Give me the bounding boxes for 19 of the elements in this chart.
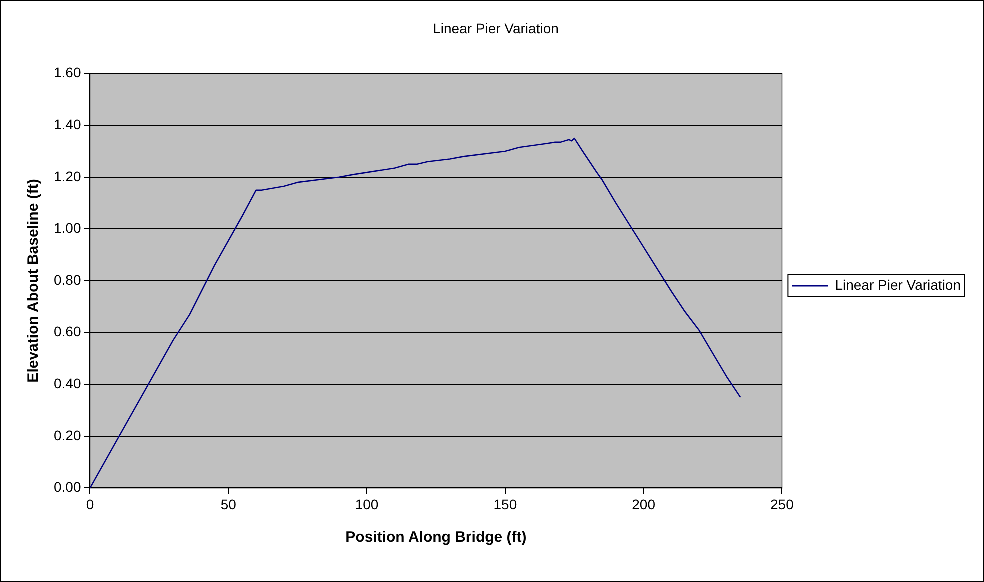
y-tick-label: 0.80 — [54, 272, 82, 288]
y-axis-title: Elevation About Baseline (ft) — [25, 179, 42, 383]
y-tick-label: 1.40 — [54, 116, 82, 132]
chart-title: Linear Pier Variation — [433, 20, 559, 36]
x-tick-label: 200 — [632, 496, 656, 512]
y-tick-label: 0.60 — [54, 324, 82, 340]
y-tick-label: 1.00 — [54, 220, 82, 236]
x-tick-label: 0 — [86, 496, 94, 512]
x-tick-label: 50 — [220, 496, 237, 512]
y-tick-label: 0.00 — [54, 479, 82, 496]
y-tick-label: 0.20 — [54, 427, 82, 444]
x-axis-title: Position Along Bridge (ft) — [346, 529, 527, 546]
y-tick-label: 1.20 — [54, 168, 82, 184]
x-tick-label: 250 — [770, 496, 794, 512]
legend-label: Linear Pier Variation — [835, 276, 962, 293]
y-tick-label: 0.40 — [54, 375, 82, 392]
y-tick-label: 1.60 — [54, 64, 82, 81]
x-tick-label: 150 — [494, 496, 518, 512]
x-tick-label: 100 — [355, 496, 379, 512]
